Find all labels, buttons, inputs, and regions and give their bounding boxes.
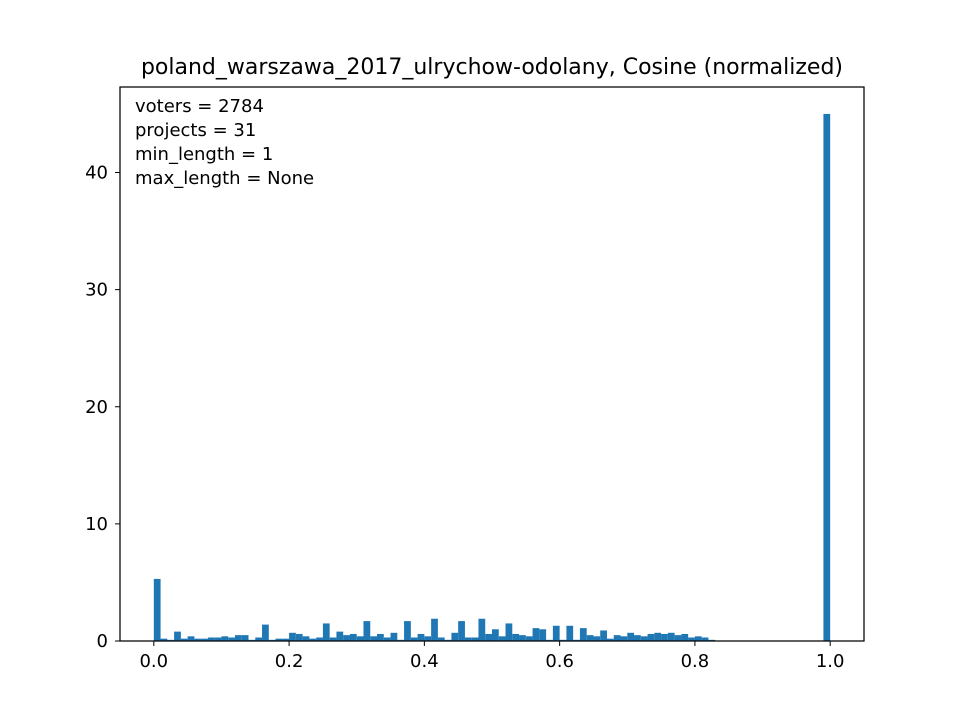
histogram-bar bbox=[356, 636, 364, 641]
annotation-line: voters = 2784 bbox=[135, 96, 264, 117]
histogram-bar bbox=[404, 621, 411, 641]
histogram-bar bbox=[228, 637, 235, 641]
histogram-bar bbox=[512, 633, 520, 641]
stats-annotation: voters = 2784 projects = 31 min_length = 1… bbox=[135, 96, 314, 189]
histogram-bar bbox=[437, 637, 445, 641]
histogram-bar bbox=[532, 628, 540, 641]
histogram-bar bbox=[383, 637, 391, 641]
histogram-bar bbox=[525, 636, 533, 641]
histogram-bar bbox=[478, 618, 486, 641]
histogram-bar bbox=[667, 632, 675, 641]
histogram-bar bbox=[282, 638, 290, 641]
histogram-bar bbox=[640, 636, 648, 641]
y-tick-label: 20 bbox=[85, 397, 108, 418]
histogram-bar bbox=[492, 629, 499, 641]
histogram-bar bbox=[498, 636, 506, 641]
histogram-bar bbox=[566, 625, 574, 641]
histogram-bar bbox=[174, 631, 181, 641]
histogram-bar bbox=[241, 635, 249, 641]
histogram-bar bbox=[309, 638, 317, 641]
histogram-bar bbox=[620, 636, 628, 641]
histogram-bar bbox=[519, 635, 526, 641]
histogram-bar bbox=[606, 638, 614, 641]
histogram-bar bbox=[593, 636, 601, 641]
histogram-bar bbox=[275, 638, 283, 641]
histogram-bar bbox=[180, 638, 188, 641]
histogram-bar bbox=[302, 636, 310, 641]
histogram-bar bbox=[579, 628, 587, 641]
y-tick-label: 10 bbox=[85, 514, 108, 535]
histogram-bar bbox=[823, 113, 831, 641]
histogram-bar bbox=[194, 638, 202, 641]
histogram-bar bbox=[688, 637, 695, 641]
histogram-bars bbox=[153, 113, 831, 641]
histogram-bar bbox=[552, 625, 560, 641]
histogram-bar bbox=[586, 635, 594, 641]
x-tick-label: 0.6 bbox=[545, 651, 574, 672]
histogram-bar bbox=[627, 632, 635, 641]
x-tick-label: 1.0 bbox=[816, 651, 845, 672]
histogram-bar bbox=[613, 635, 621, 641]
histogram-bar bbox=[600, 630, 607, 641]
y-axis: 0 10 20 30 40 bbox=[85, 163, 120, 652]
histogram-bar bbox=[424, 636, 432, 641]
histogram-bar bbox=[647, 633, 655, 641]
histogram-bar bbox=[363, 621, 371, 641]
x-tick-label: 0.0 bbox=[139, 651, 168, 672]
y-tick-label: 0 bbox=[97, 631, 108, 652]
histogram-bar bbox=[464, 637, 472, 641]
histogram-bar bbox=[390, 632, 398, 641]
histogram-bar bbox=[485, 633, 492, 641]
annotation-line: projects = 31 bbox=[135, 120, 256, 141]
histogram-bar bbox=[431, 618, 438, 641]
histogram-bar bbox=[316, 637, 323, 641]
histogram-bar bbox=[207, 637, 215, 641]
x-tick-label: 0.2 bbox=[275, 651, 304, 672]
histogram-bar bbox=[505, 623, 513, 641]
histogram-bar bbox=[295, 633, 303, 641]
histogram-bar bbox=[343, 635, 350, 641]
x-tick-label: 0.8 bbox=[681, 651, 710, 672]
histogram-bar bbox=[417, 633, 425, 641]
histogram-bar bbox=[262, 624, 269, 641]
x-tick-label: 0.4 bbox=[410, 651, 439, 672]
plot-frame bbox=[119, 86, 865, 642]
histogram-bar bbox=[329, 637, 337, 641]
histogram-bar bbox=[539, 629, 547, 641]
histogram-bar bbox=[289, 632, 296, 641]
histogram-bar bbox=[187, 636, 195, 641]
histogram-bar bbox=[451, 632, 459, 641]
histogram-bar bbox=[377, 633, 384, 641]
histogram-bar bbox=[634, 635, 641, 641]
chart-title: poland_warszawa_2017_ulrychow-odolany, C… bbox=[141, 55, 843, 80]
histogram-bar bbox=[410, 637, 418, 641]
histogram-bar bbox=[349, 633, 357, 641]
histogram-bar bbox=[234, 635, 242, 641]
histogram-bar bbox=[458, 621, 465, 641]
histogram-bar bbox=[160, 638, 168, 641]
histogram-bar bbox=[661, 633, 668, 641]
histogram-bar bbox=[221, 636, 229, 641]
x-axis: 0.0 0.2 0.4 0.6 0.8 1.0 bbox=[139, 641, 845, 672]
histogram-bar bbox=[681, 633, 689, 641]
histogram-bar bbox=[201, 638, 208, 641]
annotation-line: max_length = None bbox=[135, 168, 314, 189]
y-tick-label: 40 bbox=[85, 163, 108, 184]
annotation-line: min_length = 1 bbox=[135, 144, 273, 165]
histogram-bar bbox=[694, 636, 702, 641]
histogram-bar bbox=[153, 578, 161, 641]
histogram-bar bbox=[674, 635, 682, 641]
histogram-bar bbox=[370, 636, 378, 641]
histogram-bar bbox=[701, 637, 709, 641]
histogram-bar bbox=[336, 631, 344, 641]
histogram-bar bbox=[654, 632, 662, 641]
histogram-bar bbox=[214, 637, 222, 641]
histogram-bar bbox=[471, 637, 479, 641]
y-tick-label: 30 bbox=[85, 280, 108, 301]
histogram-bar bbox=[255, 637, 263, 641]
histogram-bar bbox=[322, 623, 330, 641]
